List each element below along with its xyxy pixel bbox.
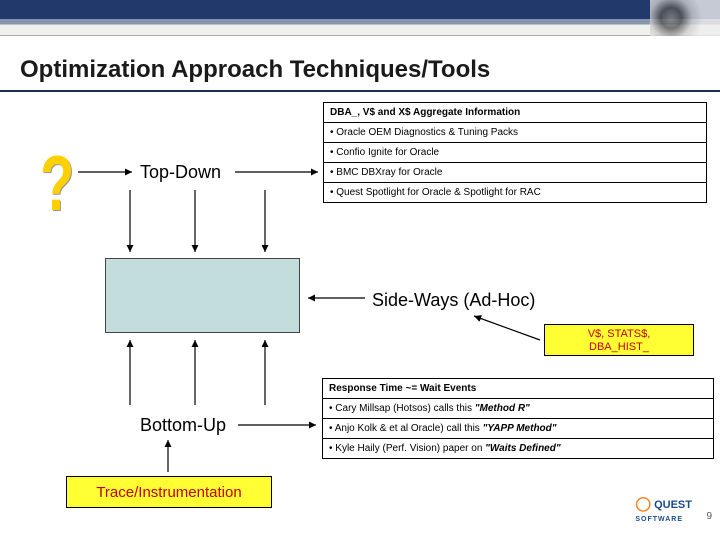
sideways-box-line2: DBA_HIST_ [589, 341, 649, 353]
row-em: "YAPP Method" [483, 423, 557, 434]
sideways-yellow-box: V$, STATS$, DBA_HIST_ [544, 324, 694, 356]
topdown-box-row: • Quest Spotlight for Oracle & Spotlight… [324, 183, 706, 202]
bottomup-box-header: Response Time ~= Wait Events [323, 379, 713, 399]
sideways-box-line1: V$, STATS$, [588, 328, 651, 340]
row-em: "Method R" [475, 403, 530, 414]
row-pre: • Kyle Haily (Perf. Vision) paper on [329, 443, 485, 454]
topdown-box-row: • BMC DBXray for Oracle [324, 163, 706, 183]
center-teal-box [105, 258, 300, 333]
topdown-box-row: • Confio Ignite for Oracle [324, 143, 706, 163]
topdown-box-header: DBA_, V$ and X$ Aggregate Information [324, 103, 706, 123]
label-topdown: Top-Down [140, 162, 221, 183]
header-band [0, 0, 720, 36]
question-mark-icon: ? [40, 137, 74, 228]
row-pre: • Cary Millsap (Hotsos) calls this [329, 403, 475, 414]
logo-q-icon: ◯ [635, 495, 651, 511]
header-eyes-graphic [650, 0, 720, 36]
slide-title: Optimization Approach Techniques/Tools [20, 56, 490, 84]
logo-sub: SOFTWARE [635, 516, 683, 523]
page-number: 9 [706, 511, 712, 522]
row-em: "Waits Defined" [485, 443, 560, 454]
quest-logo: ◯ QUEST SOFTWARE [635, 495, 692, 524]
bottomup-box: Response Time ~= Wait Events • Cary Mill… [322, 378, 714, 459]
title-underline [0, 90, 720, 92]
topdown-box: DBA_, V$ and X$ Aggregate Information • … [323, 102, 707, 203]
bottomup-box-row: • Anjo Kolk & et al Oracle) call this "Y… [323, 419, 713, 439]
bottomup-box-row: • Cary Millsap (Hotsos) calls this "Meth… [323, 399, 713, 419]
logo-brand: QUEST [654, 499, 692, 511]
trace-yellow-box: Trace/Instrumentation [66, 476, 272, 508]
label-bottomup: Bottom-Up [140, 415, 226, 436]
row-pre: • Anjo Kolk & et al Oracle) call this [329, 423, 483, 434]
label-sideways: Side-Ways (Ad-Hoc) [372, 290, 535, 311]
topdown-box-row: • Oracle OEM Diagnostics & Tuning Packs [324, 123, 706, 143]
bottomup-box-row: • Kyle Haily (Perf. Vision) paper on "Wa… [323, 439, 713, 458]
